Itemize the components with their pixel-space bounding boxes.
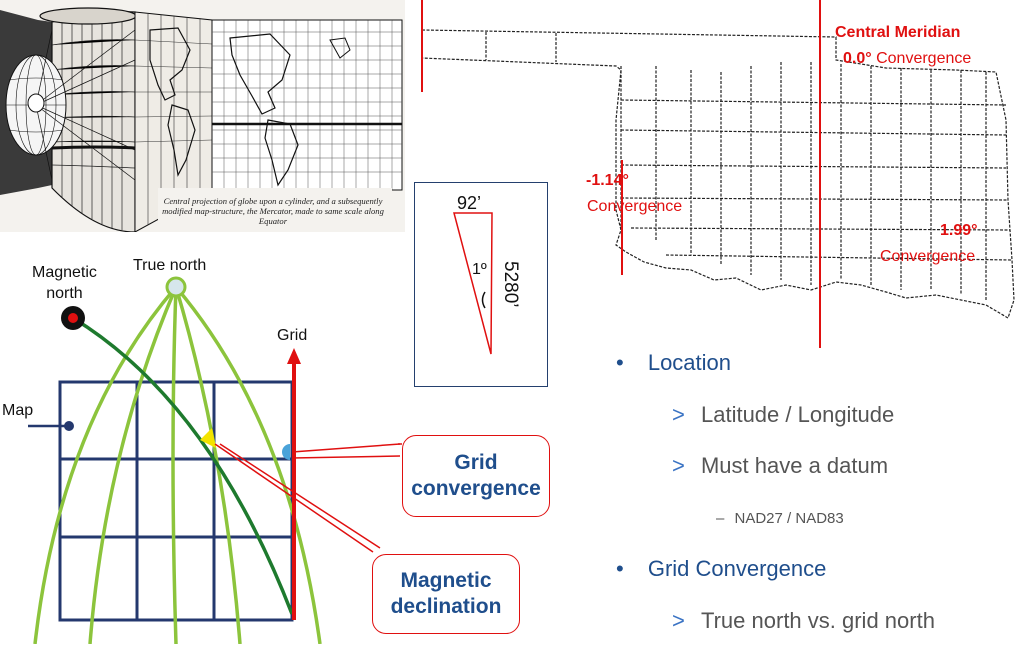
oklahoma-county-map: Central Meridian 0.0° Convergence -1.14°… [416,0,1024,348]
bullet-dot: • [616,350,624,375]
bullet-true-vs-grid-text: True north vs. grid north [700,608,935,633]
bullet-lat-long: > Latitude / Longitude [672,402,894,428]
convergence-diagram-drawing [28,276,401,645]
bullet-datum: > Must have a datum [672,453,888,479]
bullet-nad-text: NAD27 / NAD83 [734,510,844,527]
center-convergence: 0.0° Convergence [843,50,971,68]
bullet-location: • Location [616,350,731,376]
chevron-right-icon: > [672,608,685,633]
callout-pointer-ext [398,443,402,445]
chevron-right-icon: > [672,453,685,478]
east-convergence-word: Convergence [880,248,976,265]
triangle-angle-label: 1º [472,261,487,278]
bullet-lat-long-text: Latitude / Longitude [700,402,895,427]
triangle-top-label: 92’ [457,193,482,213]
center-convergence-word: Convergence [876,50,972,67]
west-convergence-value: -1.14° [586,172,629,189]
bullet-true-vs-grid: > True north vs. grid north [672,608,935,634]
bullet-grid-convergence-text: Grid Convergence [647,556,827,581]
convergence-triangle-box: 92’ 1º 5280’ [414,182,548,387]
bullet-dot: • [616,556,624,581]
grid-convergence-diagram: Magnetic north True north Grid Map [0,252,401,645]
dash-icon: – [716,510,725,527]
oklahoma-outline-drawing [421,0,1015,348]
mercator-projection-illustration: Central projection of globe upon a cylin… [0,0,405,233]
central-meridian-label: Central Meridian [835,24,961,41]
engraving-caption: Central projection of globe upon a cylin… [162,196,384,226]
west-convergence-word: Convergence [587,198,683,215]
magnetic-declination-callout: Magnetic declination [372,554,520,634]
triangle-drawing [452,211,493,354]
cylinder-projection-drawing [0,7,403,233]
grid-convergence-callout: Grid convergence [402,435,550,517]
center-convergence-value: 0.0° [843,50,872,67]
bullet-datum-text: Must have a datum [700,453,889,478]
triangle-side-label: 5280’ [500,261,521,308]
bullet-location-text: Location [647,350,732,375]
bullet-grid-convergence: • Grid Convergence [616,556,826,582]
chevron-right-icon: > [672,402,685,427]
grid-label: Grid [277,327,308,344]
bullet-nad: – NAD27 / NAD83 [716,510,844,527]
east-convergence-value: 1.99° [940,222,978,239]
map-label: Map [2,402,34,419]
true-north-label: True north [133,257,207,274]
magnetic-north-label: Magnetic north [32,264,97,302]
